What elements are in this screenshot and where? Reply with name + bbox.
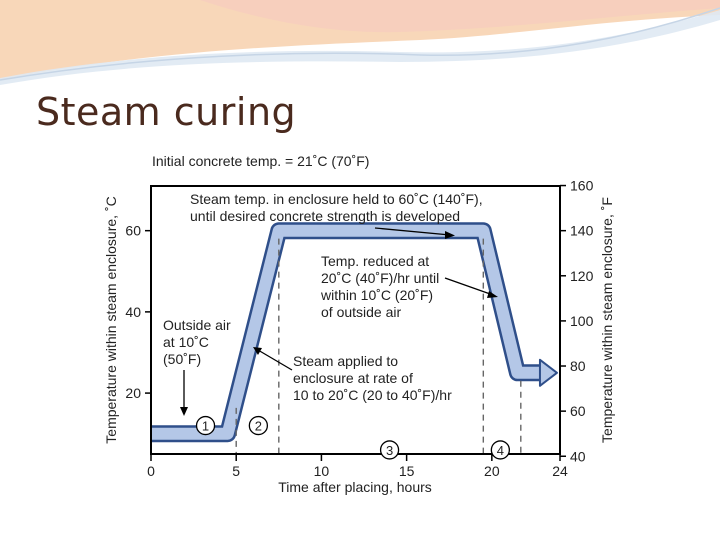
y-right-tick-label: 60 (570, 403, 586, 419)
x-axis-label: Time after placing, hours (278, 479, 432, 495)
x-tick-label: 0 (147, 463, 155, 479)
y-axis-left-ticks: 20 40 60 (125, 223, 151, 401)
y-axis-label-left: Temperature within steam enclosure, ˚C (103, 196, 119, 443)
stage-marker-circle (248, 415, 269, 436)
stage-marker-label: 4 (497, 443, 504, 458)
stage-marker-label: 2 (255, 419, 262, 434)
y-right-tick-label: 40 (570, 448, 586, 464)
y-right-tick-label: 160 (570, 178, 594, 194)
x-tick-label: 24 (552, 463, 568, 479)
annotation-reduce-line-4: of outside air (321, 304, 401, 320)
steam-curing-chart: Initial concrete temp. = 21˚C (70˚F) 0 5 1… (103, 153, 615, 495)
chart-title: Initial concrete temp. = 21˚C (70˚F) (152, 153, 369, 169)
y-right-tick-label: 80 (570, 358, 586, 374)
stage-marker-label: 3 (386, 443, 393, 458)
stage-marker: 2 (248, 415, 269, 436)
stage-marker-circle (379, 440, 400, 460)
stage-marker: 1 (195, 415, 216, 436)
annotation-reduce-line-1: Temp. reduced at (321, 253, 429, 269)
banner-pink-swoosh (200, 0, 720, 33)
stage-marker-label: 1 (202, 419, 209, 434)
annotation-applied-line-2: enclosure at rate of (293, 370, 413, 386)
banner-line (0, 7, 720, 81)
annotation-reduce-line-3: within 10˚C (20˚F) (320, 287, 433, 303)
annotation-outside-line-2: at 10˚C (163, 334, 209, 350)
x-tick-label: 5 (232, 463, 240, 479)
arrow-applied-head (253, 347, 262, 355)
stage-marker: 3 (379, 440, 400, 460)
arrow-reduce (444, 277, 494, 296)
annotation-hold: Steam temp. in enclosure held to 60˚C (1… (190, 191, 483, 224)
annotation-reduce-line-2: 20˚C (40˚F)/hr until (321, 270, 439, 286)
stage-boundary-lines (235, 238, 522, 454)
stage-markers: 1 2 3 4 (195, 415, 511, 460)
annotation-outside-air: Outside air at 10˚C (50˚F) (163, 317, 231, 367)
arrow-reduce-head (487, 291, 498, 298)
annotation-reduce: Temp. reduced at 20˚C (40˚F)/hr until wi… (320, 253, 439, 320)
annotation-hold-line-1: Steam temp. in enclosure held to 60˚C (1… (190, 191, 483, 207)
x-tick-label: 20 (484, 463, 500, 479)
series-layer (151, 222, 558, 443)
annotation-hold-line-2: until desired concrete strength is devel… (190, 208, 460, 224)
x-axis-ticks: 0 5 10 15 20 24 (147, 454, 568, 479)
chart-figure: Initial concrete temp. = 21˚C (70˚F) 0 5 1… (100, 150, 620, 500)
stage-marker-circle (195, 415, 216, 436)
arrow-outside-head (180, 407, 188, 416)
stage-marker: 4 (490, 440, 511, 460)
plot-frame (150, 185, 561, 455)
y-right-tick-label: 100 (570, 313, 594, 329)
y-axis-label-right: Temperature within steam enclosure, ˚F (599, 197, 615, 443)
y-left-tick-label: 40 (125, 304, 141, 320)
x-tick-label: 10 (314, 463, 330, 479)
y-left-tick-label: 60 (125, 223, 141, 239)
annotation-applied-line-3: 10 to 20˚C (20 to 40˚F)/hr (293, 387, 452, 403)
arrow-applied (257, 349, 293, 371)
y-right-tick-label: 120 (570, 268, 594, 284)
arrow-hold-head (445, 231, 455, 239)
y-left-tick-label: 20 (125, 385, 141, 401)
stage-marker-circle (490, 440, 511, 460)
y-right-tick-label: 140 (570, 223, 594, 239)
annotation-steam-applied: Steam applied to enclosure at rate of 10… (293, 353, 452, 403)
decorative-banner (0, 0, 720, 85)
series-line (151, 224, 543, 440)
annotation-applied-line-1: Steam applied to (293, 353, 398, 369)
annotation-outside-line-3: (50˚F) (163, 351, 201, 367)
x-tick-label: 15 (399, 463, 415, 479)
annotation-outside-line-1: Outside air (163, 317, 231, 333)
y-axis-right-ticks: 40 60 80 100 120 140 160 (560, 178, 594, 464)
arrow-hold (374, 227, 451, 236)
slide-title: Steam curing (36, 90, 297, 134)
banner-blue-swoosh (0, 10, 720, 85)
series-arrowhead (538, 358, 558, 387)
